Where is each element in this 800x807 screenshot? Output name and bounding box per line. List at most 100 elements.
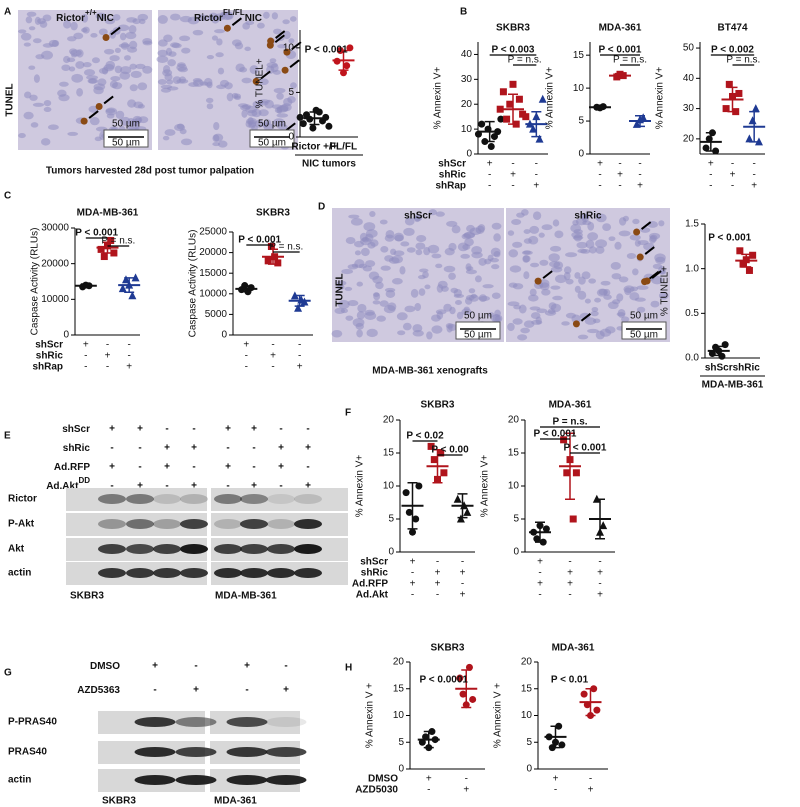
nucleus (541, 288, 551, 296)
condition-label: shRic (361, 568, 389, 579)
condition-mark: - (731, 181, 734, 192)
nucleus (454, 300, 462, 306)
nucleus (365, 260, 376, 267)
y-tick-label: 30 (461, 74, 473, 85)
condition-mark: + (588, 785, 594, 796)
data-point (100, 253, 108, 261)
condition-mark: - (598, 579, 601, 590)
p-value: P < 0.001 (599, 45, 642, 56)
data-point (503, 115, 511, 123)
y-tick-label: 0.5 (685, 308, 699, 319)
y-tick-label: 50 (683, 43, 695, 54)
condition-mark: + (597, 590, 603, 601)
arrow (291, 41, 302, 50)
nucleus (658, 220, 665, 227)
condition-mark: - (436, 590, 439, 601)
nucleus (391, 255, 403, 264)
data-point (499, 88, 507, 96)
nucleus (649, 234, 658, 242)
nucleus (600, 280, 611, 286)
blot-row-label: P-PRAS40 (8, 717, 57, 728)
image-header: shRic (574, 211, 602, 222)
nucleus (43, 99, 52, 107)
data-point (745, 134, 754, 143)
header-sup: +/+ (85, 8, 97, 17)
condition-mark: + (244, 661, 250, 672)
condition-mark: + (463, 785, 469, 796)
nucleus (276, 113, 289, 118)
p-value: P = n.s. (726, 55, 760, 66)
nucleus (574, 285, 581, 293)
condition-mark: - (127, 340, 130, 351)
x-tick-label: FL/FL (330, 142, 357, 153)
nucleus (263, 11, 270, 19)
nucleus (105, 108, 116, 114)
nucleus (414, 215, 421, 223)
condition-mark: + (533, 181, 539, 192)
nucleus (584, 298, 591, 304)
p-value: P = n.s. (101, 236, 135, 247)
condition-label: shRic (63, 443, 91, 454)
nucleus (632, 218, 640, 225)
condition-label: DMSO (368, 774, 398, 785)
condition-mark: - (461, 579, 464, 590)
apoptotic-cell (636, 253, 644, 261)
nucleus (554, 230, 564, 239)
condition-mark: - (138, 462, 141, 473)
nucleus (614, 241, 622, 250)
condition-mark: - (298, 351, 301, 362)
y-tick-label: 20 (521, 657, 533, 668)
nucleus (206, 103, 214, 110)
condition-mark: - (436, 557, 439, 568)
nucleus (437, 280, 448, 289)
nucleus (415, 242, 426, 250)
nucleus (423, 247, 431, 256)
blot-band (180, 494, 208, 504)
data-point (456, 674, 464, 682)
nucleus (127, 117, 135, 125)
y-axis-label: % TUNEL+ (255, 58, 266, 108)
data-point (725, 80, 733, 88)
data-point (274, 259, 282, 267)
nucleus (360, 247, 370, 257)
scale-bar-label: 50 µm (464, 311, 492, 322)
nucleus (157, 15, 168, 24)
y-tick-label: 5 (526, 737, 532, 748)
blot-band (240, 519, 268, 529)
data-point (340, 69, 347, 77)
y-tick-label: 0 (578, 149, 584, 160)
nucleus (93, 86, 104, 95)
x-tick-label: Rictor +/+ (291, 142, 337, 153)
data-point (593, 706, 601, 714)
nucleus (129, 63, 137, 70)
data-point (751, 104, 760, 113)
nucleus (25, 16, 33, 24)
nucleus (400, 241, 410, 247)
data-point (560, 436, 568, 444)
data-point (437, 449, 445, 457)
nucleus (67, 131, 79, 136)
nucleus (86, 75, 99, 80)
nucleus (290, 16, 297, 22)
nucleus (539, 282, 550, 291)
nucleus (167, 59, 176, 67)
apoptotic-cell (95, 102, 103, 110)
nucleus (179, 35, 191, 42)
arrow (103, 95, 114, 105)
condition-mark: + (435, 568, 441, 579)
nucleus (618, 230, 631, 237)
nucleus (192, 29, 204, 36)
nucleus (595, 213, 607, 223)
y-tick-label: 0.0 (685, 353, 699, 364)
y-tick-label: 0 (513, 547, 519, 558)
data-point (745, 266, 753, 274)
nucleus (249, 65, 259, 75)
condition-label: DMSO (90, 661, 120, 672)
x-tick-label: shScr (705, 363, 733, 374)
error-bar (565, 432, 575, 500)
nucleus (137, 82, 148, 91)
scale-bar-label: 50 µm (112, 119, 140, 130)
y-tick-label: 20 (683, 134, 695, 145)
nucleus (415, 249, 423, 256)
nucleus (67, 36, 77, 42)
